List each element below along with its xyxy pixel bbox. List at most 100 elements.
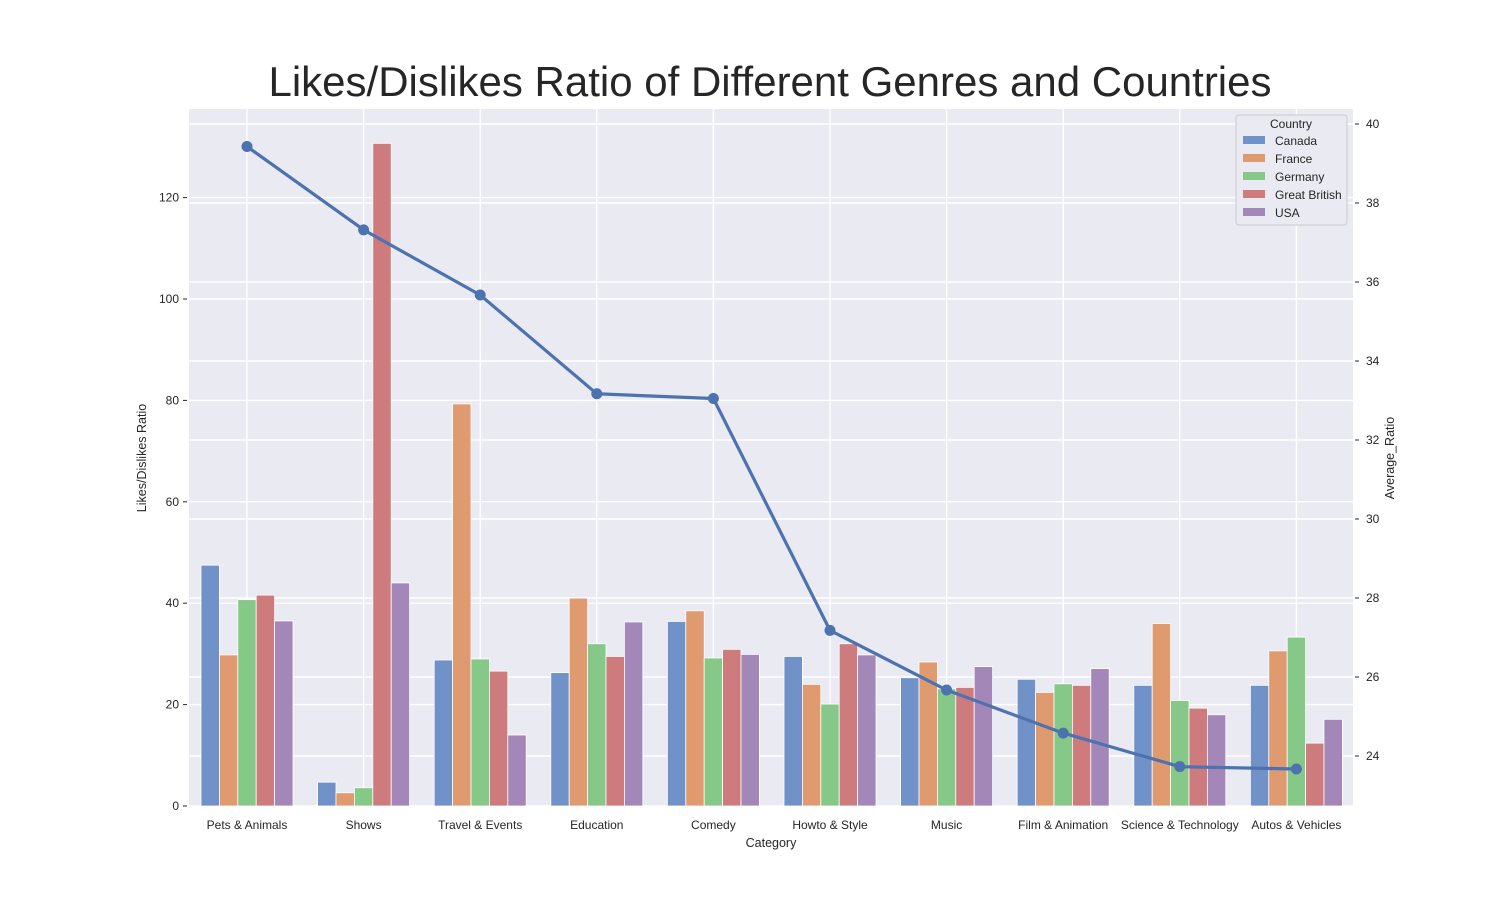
bar [624,621,644,807]
bar [1286,636,1306,807]
chart-title: Likes/Dislikes Ratio of Different Genres… [268,58,1272,105]
legend-swatch [1243,208,1265,216]
average-ratio-point [824,624,836,636]
average-ratio-point [707,393,719,405]
average-ratio-point [358,224,370,236]
x-tick-label: Comedy [691,818,736,832]
y-tick-label: 20 [166,698,180,712]
bar [372,142,392,807]
bar [237,599,257,807]
bar [255,594,276,807]
y-tick-label: 120 [159,191,179,205]
bar [1151,623,1171,807]
bar [1053,683,1073,807]
x-tick-label: Howto & Style [792,818,868,832]
bar [955,686,975,807]
x-tick-label: Education [570,818,623,832]
bar [200,564,220,807]
average-ratio-point [1174,761,1186,773]
bar [550,672,570,807]
y2-tick-label: 36 [1366,275,1380,289]
x-tick-label: Shows [346,818,382,832]
legend-swatch [1243,136,1265,144]
bar [1305,742,1325,807]
bar [1250,684,1270,807]
legend-label: Germany [1275,170,1324,184]
bar [783,656,803,807]
bar [703,657,724,807]
y-tick-label: 100 [159,292,179,306]
bar [433,659,454,807]
bar [1016,678,1037,807]
y2-tick-label: 32 [1366,433,1380,447]
bar [722,648,742,807]
average-ratio-point [941,684,953,696]
average-line-layer [241,141,1302,775]
legend-label: USA [1275,206,1300,220]
bar [857,654,877,807]
y2-tick-label: 34 [1366,354,1380,368]
average-ratio-line [246,145,1297,771]
legend-swatch [1243,172,1265,180]
bar [452,403,472,807]
bar [317,781,337,807]
bar [335,792,355,807]
bar [667,621,687,807]
x-tick-label: Travel & Events [438,818,522,832]
bar [1268,650,1288,807]
bar [218,654,239,807]
bar [973,666,994,807]
axes: 0 20 40 60 80 100 120 24 26 28 30 32 34 36 38 40 Pets & … [159,117,1380,832]
bar [507,734,527,807]
x-tick-label: Film & Animation [1018,818,1108,832]
average-ratio-point [591,388,603,400]
legend-label: Canada [1275,134,1317,148]
bar [353,787,374,807]
y2-tick-label: 26 [1366,670,1380,684]
bar [1035,692,1055,807]
bar [1072,684,1092,807]
y-tick-label: 0 [172,799,179,813]
bar [937,688,957,807]
y-tick-label: 40 [166,596,180,610]
bar [802,683,822,807]
legend: Country Canada France Germany Great British… [1235,114,1348,226]
bar [470,658,490,807]
x-tick-label: Music [931,818,962,832]
average-ratio-point [241,141,253,153]
y-tick-label: 60 [166,495,180,509]
legend-swatch [1243,190,1265,198]
legend-label: France [1275,152,1313,166]
y2-tick-label: 28 [1366,591,1380,605]
bar [838,643,859,807]
bar [1207,714,1227,807]
bar [685,610,705,807]
bar [740,654,760,807]
legend-items: Canada France Germany Great British USA [1243,134,1342,220]
bar [587,643,607,807]
bar [820,703,840,807]
bar [274,620,294,807]
bar [1188,707,1208,807]
bars [200,142,1343,807]
y2-tick-label: 30 [1366,512,1380,526]
bar [1323,718,1343,807]
bar [1090,668,1110,807]
bar [1133,684,1153,807]
bar [900,677,920,807]
bar [488,670,509,807]
average-ratio-point [474,289,486,301]
bar [605,656,625,807]
y2-axis-label: Average_Ratio [1383,417,1397,500]
average-ratio-point [1057,727,1069,739]
y2-tick-label: 24 [1366,749,1380,763]
bar [1170,700,1190,807]
legend-title: Country [1270,117,1312,131]
bar [390,582,411,807]
y2-tick-label: 38 [1366,196,1380,210]
y-axis-label: Likes/Dislikes Ratio [135,404,149,512]
x-tick-label: Pets & Animals [207,818,288,832]
legend-swatch [1243,154,1265,162]
bar [568,597,589,807]
